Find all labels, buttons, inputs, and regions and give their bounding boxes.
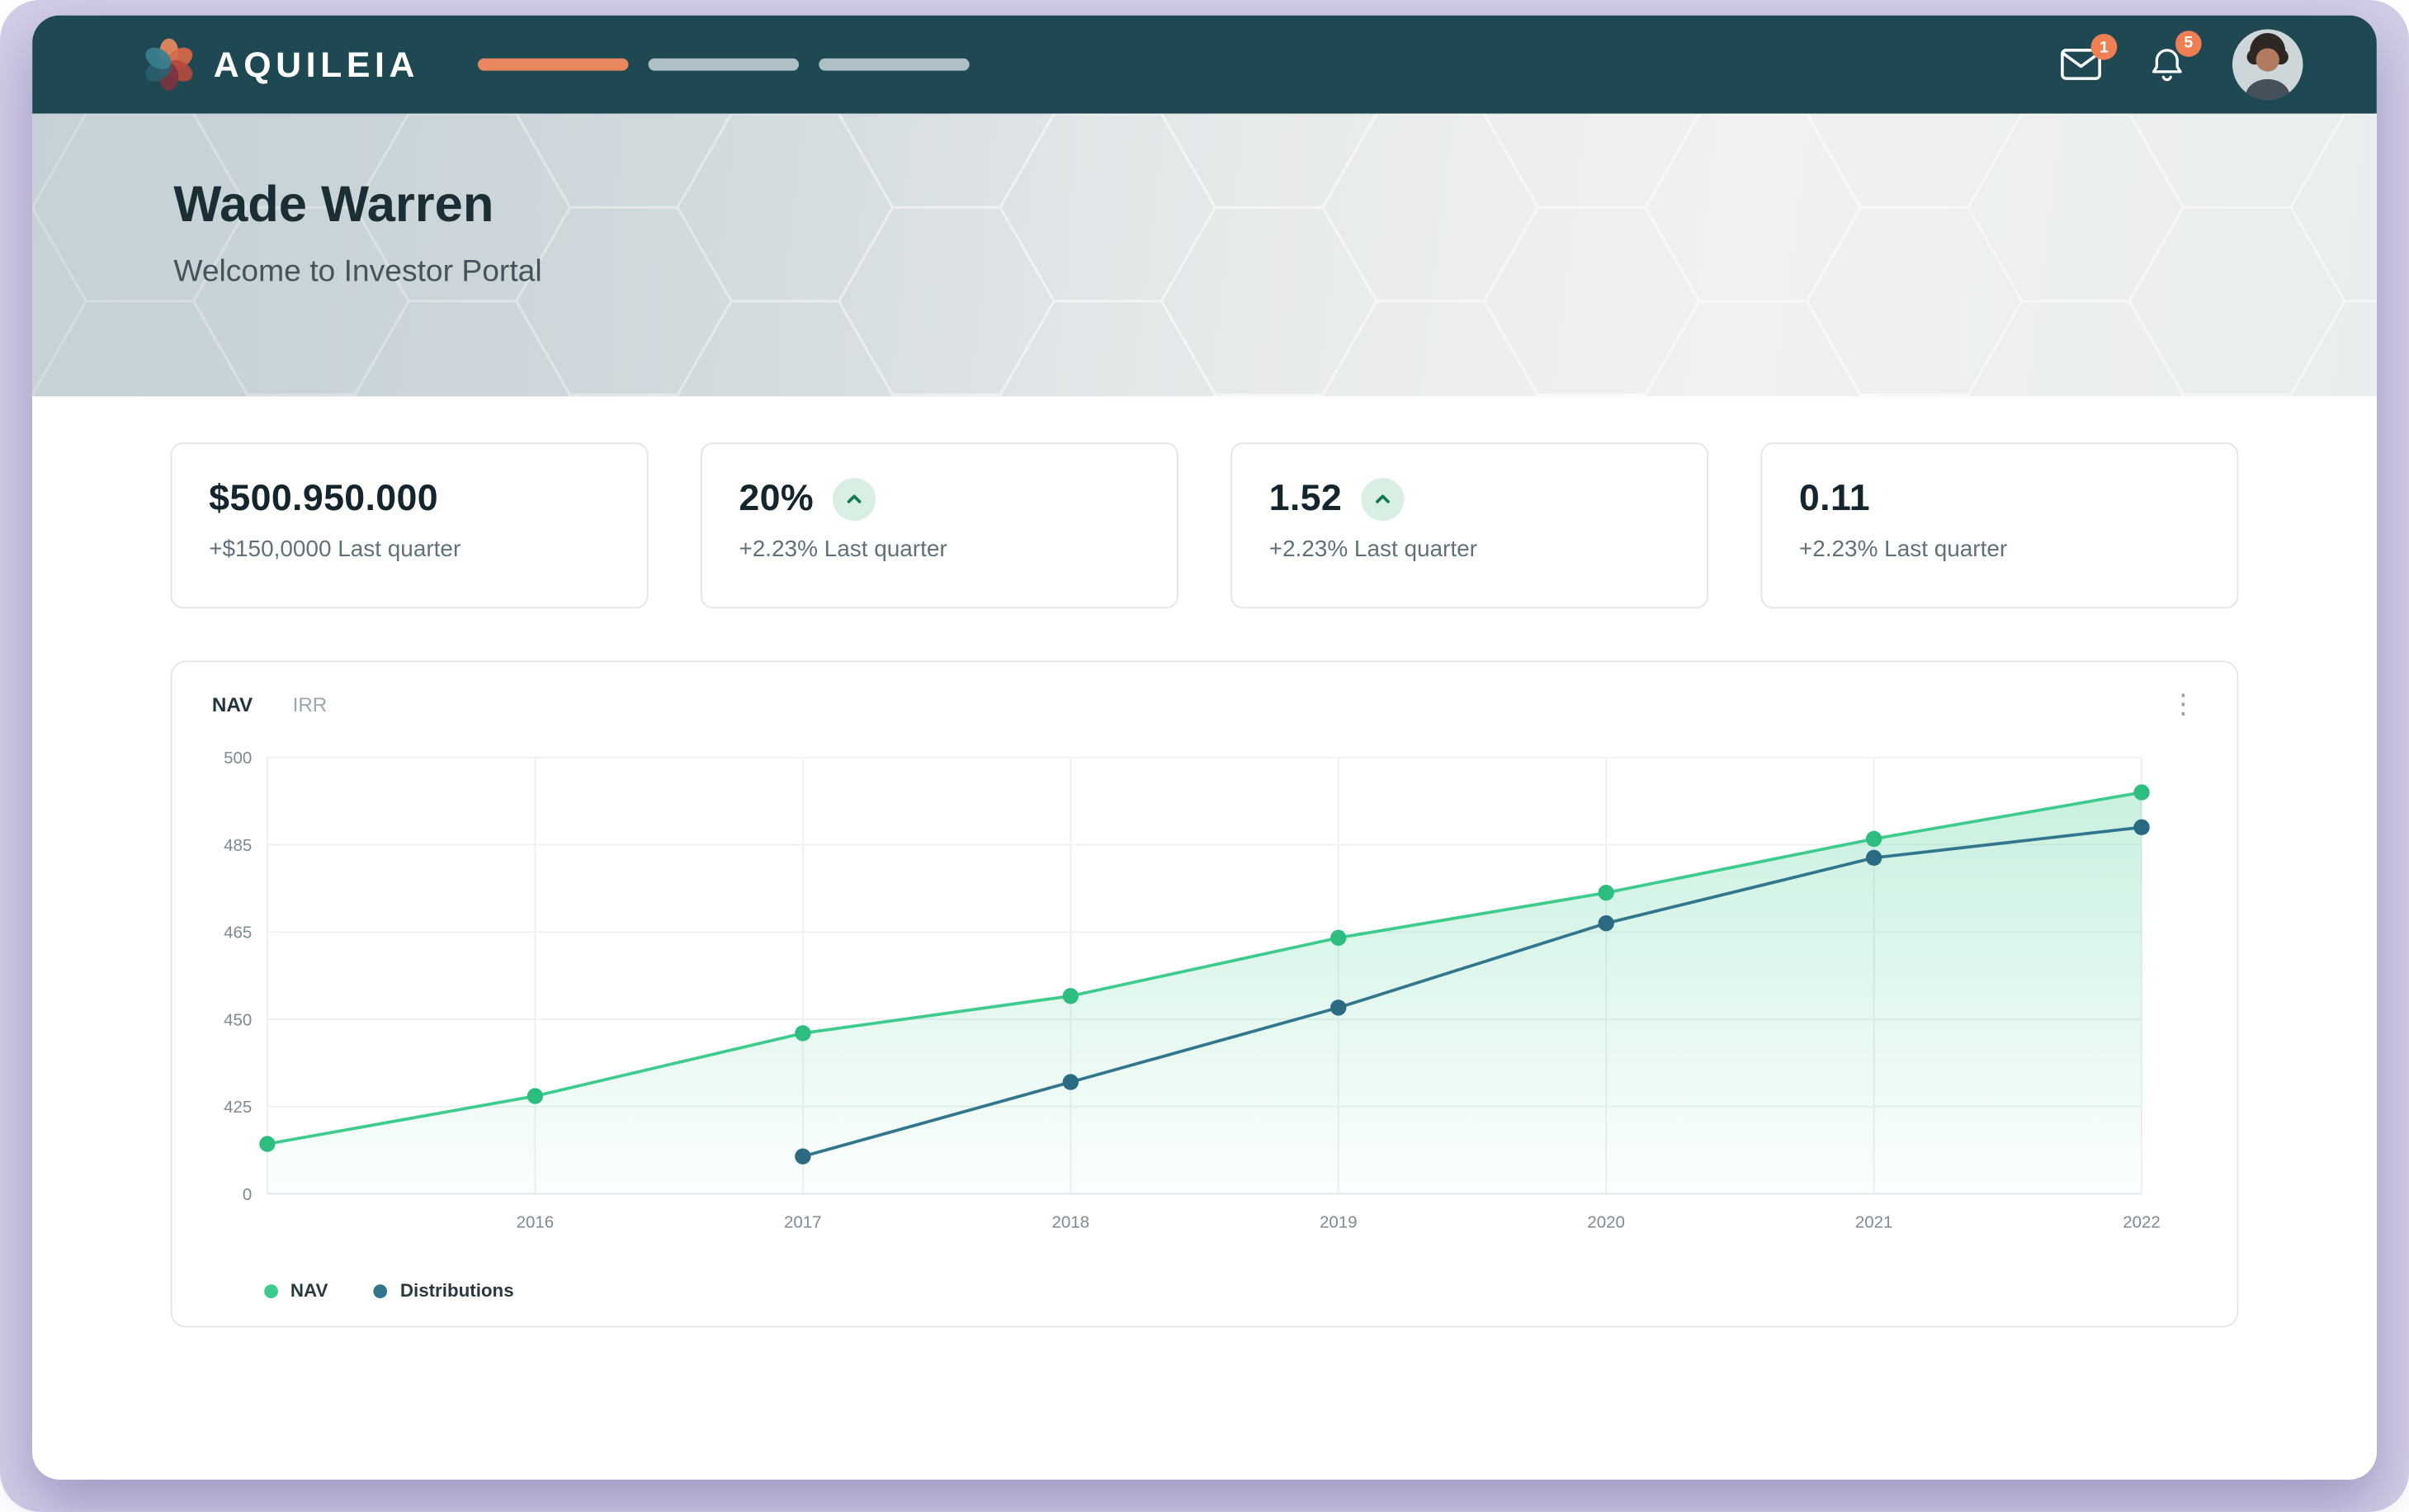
nav-series-dot-icon bbox=[264, 1283, 278, 1298]
welcome-subtitle: Welcome to Investor Portal bbox=[173, 255, 542, 289]
stat-note: +2.23% Last quarter bbox=[739, 536, 947, 563]
distributions-series-dot-icon bbox=[374, 1283, 388, 1298]
svg-text:2022: 2022 bbox=[2123, 1212, 2161, 1231]
tab-irr[interactable]: IRR bbox=[292, 692, 328, 716]
user-name: Wade Warren bbox=[173, 175, 494, 233]
mail-button[interactable]: 1 bbox=[2060, 33, 2118, 82]
stats-row: $500.950.000 +$150,0000 Last quarter 20%… bbox=[170, 442, 2239, 609]
legend-item-distributions[interactable]: Distributions bbox=[374, 1280, 514, 1302]
notifications-button[interactable]: 5 bbox=[2148, 30, 2202, 85]
trend-up-icon bbox=[1360, 477, 1404, 522]
brand[interactable]: AQUILEIA bbox=[143, 38, 420, 91]
user-avatar[interactable] bbox=[2232, 29, 2303, 101]
stat-card-aum: $500.950.000 +$150,0000 Last quarter bbox=[170, 442, 649, 609]
svg-text:450: 450 bbox=[224, 1010, 252, 1029]
mail-icon bbox=[2061, 49, 2101, 80]
svg-text:485: 485 bbox=[224, 836, 252, 855]
mail-badge: 1 bbox=[2090, 33, 2118, 60]
svg-text:2017: 2017 bbox=[784, 1212, 822, 1231]
stat-note: +$150,0000 Last quarter bbox=[209, 536, 461, 563]
progress-step-1[interactable] bbox=[477, 58, 629, 71]
stat-note: +2.23% Last quarter bbox=[1798, 536, 2008, 563]
chart-tabs: NAV IRR ⋮ bbox=[196, 690, 2212, 733]
stat-card-multiple: 1.52 +2.23% Last quarter bbox=[1230, 442, 1709, 609]
bell-icon bbox=[2152, 48, 2182, 81]
nav-line-chart: 0 425 450 465 485 500 2016 2017 2018 2019 2020 2021… bbox=[224, 749, 2161, 1231]
navbar-actions: 1 5 bbox=[2060, 29, 2303, 101]
legend-item-nav[interactable]: NAV bbox=[264, 1280, 328, 1302]
hero-banner: Wade Warren Welcome to Investor Portal bbox=[32, 113, 2377, 397]
stat-value: 1.52 bbox=[1268, 477, 1343, 520]
stat-value: $500.950.000 bbox=[209, 477, 438, 520]
svg-text:2021: 2021 bbox=[1855, 1212, 1893, 1231]
trend-up-icon bbox=[832, 477, 876, 522]
svg-text:2019: 2019 bbox=[1320, 1212, 1358, 1231]
notifications-badge: 5 bbox=[2175, 30, 2202, 56]
top-navbar: AQUILEIA 1 bbox=[32, 15, 2377, 114]
chart-legend: NAV Distributions bbox=[264, 1280, 2213, 1302]
svg-text:425: 425 bbox=[224, 1098, 252, 1117]
app-window: AQUILEIA 1 bbox=[32, 15, 2377, 1480]
stat-value: 0.11 bbox=[1798, 477, 1870, 520]
hero-gradient-fade bbox=[32, 113, 2377, 397]
svg-text:2020: 2020 bbox=[1587, 1212, 1625, 1231]
svg-text:2018: 2018 bbox=[1051, 1212, 1089, 1231]
tab-nav[interactable]: NAV bbox=[211, 692, 253, 716]
svg-text:465: 465 bbox=[224, 924, 252, 943]
aquileia-logo-icon bbox=[145, 38, 193, 91]
user-avatar-photo bbox=[2232, 29, 2303, 101]
svg-text:0: 0 bbox=[243, 1185, 252, 1204]
stat-card-return: 20% +2.23% Last quarter bbox=[700, 442, 1179, 609]
svg-text:2016: 2016 bbox=[517, 1212, 555, 1231]
stat-value: 20% bbox=[739, 477, 814, 520]
performance-chart-card: NAV IRR ⋮ 0 425 450 465 485 500 2016 2017 2018 20… bbox=[170, 660, 2239, 1328]
progress-steps bbox=[477, 58, 970, 71]
progress-step-3[interactable] bbox=[819, 58, 970, 71]
stat-card-ratio: 0.11 +2.23% Last quarter bbox=[1760, 442, 2239, 609]
brand-name: AQUILEIA bbox=[213, 44, 420, 84]
kebab-menu-icon[interactable]: ⋮ bbox=[2169, 687, 2198, 720]
svg-text:500: 500 bbox=[224, 749, 252, 768]
stat-note: +2.23% Last quarter bbox=[1268, 536, 1477, 563]
main-content: $500.950.000 +$150,0000 Last quarter 20%… bbox=[32, 396, 2377, 1480]
progress-step-2[interactable] bbox=[648, 58, 799, 71]
